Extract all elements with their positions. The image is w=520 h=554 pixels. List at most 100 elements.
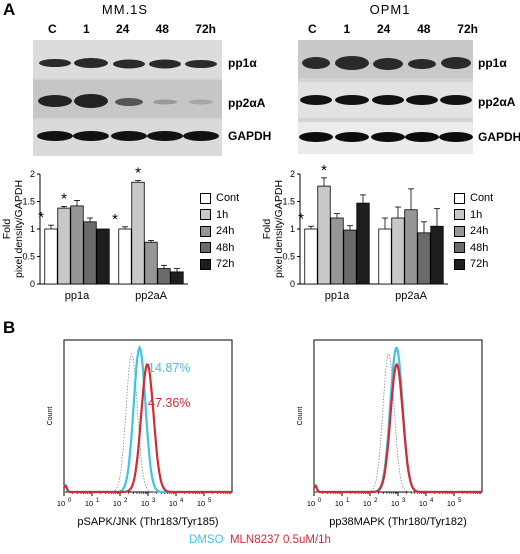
y-axis-label: pixel density/GAPDH	[13, 180, 25, 278]
significance-marker: *	[135, 165, 141, 182]
legend-entry: 48h	[200, 240, 239, 257]
x-tick-label: 10	[307, 499, 315, 508]
legend-swatch	[200, 225, 211, 237]
legend-swatch	[454, 225, 465, 237]
x-tick-exponent: 4	[180, 498, 184, 504]
x-tick-exponent: 0	[318, 498, 322, 504]
x-tick-exponent: 2	[374, 498, 378, 504]
y-axis-label: Fold	[261, 219, 273, 240]
lane-label: 48	[417, 22, 431, 36]
legend-entry: 72h	[454, 256, 493, 273]
right-band-label: pp1α	[478, 56, 507, 70]
x-tick-label: 10	[363, 499, 371, 508]
bar	[391, 217, 405, 285]
legend-swatch	[200, 242, 211, 254]
x-category-label: pp2aA	[395, 290, 427, 302]
lane-label: 24	[376, 22, 391, 36]
left-bar-chart: 0 0.5 1 1.5 2 Fold pixel density/GAPDH pp1a pp2a…	[1, 165, 188, 302]
lane-label: C	[308, 22, 317, 36]
left-band-label: pp2αA	[228, 96, 266, 110]
bar	[378, 228, 392, 285]
legend-entry: Cont	[200, 190, 239, 207]
x-tick-exponent: 5	[208, 498, 212, 504]
bar	[170, 271, 184, 285]
y-tick-label: 2	[30, 169, 35, 179]
legend-label: 48h	[470, 241, 489, 254]
percentage-annotation: 47.36%	[148, 396, 190, 410]
y-axis-label: Fold	[1, 219, 13, 240]
percentage-annotation: 14.87%	[148, 361, 190, 375]
plot-frame	[313, 339, 483, 493]
x-tick-exponent: 1	[96, 498, 100, 504]
bar	[118, 228, 132, 285]
legend-entry: 1h	[200, 207, 239, 224]
bar	[144, 241, 158, 285]
left-cell-line-title: MM.1S	[101, 2, 149, 17]
legend-swatch	[454, 242, 465, 254]
histogram-curve	[312, 362, 482, 494]
lane-label: 72h	[457, 22, 478, 36]
x-tick-label: 10	[447, 499, 455, 508]
y-tick-label: 1	[290, 224, 295, 234]
bar	[96, 228, 110, 285]
bar	[70, 205, 84, 285]
bar	[44, 228, 58, 285]
bar	[430, 225, 444, 285]
left-legend: Cont 1h 24h 48h 72h	[200, 190, 239, 273]
legend-label: 48h	[216, 241, 235, 254]
y-tick-label: 0.5	[282, 252, 295, 262]
left-blot-svg	[33, 40, 222, 156]
treatment-caption: DMSO MLN8237 0.5uM/1h	[0, 534, 520, 546]
right-blot-svg	[298, 40, 473, 154]
bar	[57, 207, 71, 285]
significance-marker: *	[321, 162, 327, 179]
x-tick-label: 10	[391, 499, 399, 508]
lane-label: C	[48, 22, 57, 36]
x-tick-label: 10	[85, 499, 93, 508]
right-bar-chart: 0 0.5 1 1.5 2 Fold pixel density/GAPDH pp1a pp2a…	[261, 162, 448, 302]
x-tick-exponent: 3	[402, 498, 406, 504]
y-tick-label: 2	[290, 169, 295, 179]
left-lane-labels: C 1 24 48 72h	[48, 22, 216, 36]
x-tick-label: 10	[197, 499, 205, 508]
legend-label: 24h	[216, 225, 235, 238]
significance-marker: *	[112, 211, 118, 228]
significance-marker: *	[298, 210, 304, 227]
y-axis-label: Count	[297, 407, 304, 426]
legend-swatch	[200, 258, 211, 270]
x-tick-label: 10	[113, 499, 121, 508]
lane-label: 1	[82, 22, 90, 36]
panel-label-b: B	[3, 318, 16, 337]
legend-swatch	[454, 192, 465, 204]
y-axis-label: Count	[47, 407, 54, 426]
legend-entry: 24h	[200, 223, 239, 240]
bar	[131, 181, 145, 285]
bar	[304, 228, 318, 285]
x-axis-label: pp38MAPK (Thr180/Tyr182)	[329, 516, 467, 528]
caption-mln: MLN8237 0.5uM/1h	[229, 534, 331, 546]
legend-entry: 72h	[200, 256, 239, 273]
legend-label: Cont	[216, 192, 240, 205]
x-category-label: pp2aA	[135, 290, 167, 302]
left-blot-image	[33, 40, 222, 156]
bar	[417, 232, 431, 285]
x-tick-exponent: 0	[68, 498, 72, 504]
x-tick-label: 10	[141, 499, 149, 508]
bar	[330, 217, 344, 285]
legend-swatch	[200, 209, 211, 221]
x-axis-label: pSAPK/JNK (Thr183/Tyr185)	[77, 516, 218, 528]
y-tick-label: 0	[30, 279, 35, 289]
legend-entry: 1h	[454, 207, 493, 224]
right-cell-line-title: OPM1	[369, 2, 411, 17]
bar	[343, 229, 357, 285]
legend-label: 24h	[470, 225, 489, 238]
legend-label: Cont	[470, 192, 494, 205]
left-band-label: pp1α	[228, 56, 257, 70]
x-category-label: pp1a	[325, 290, 350, 302]
x-tick-label: 10	[57, 499, 65, 508]
right-band-label: GAPDH	[478, 130, 520, 144]
right-lane-labels: C 1 24 48 72h	[308, 22, 478, 36]
significance-marker: *	[38, 209, 44, 226]
histogram-curve	[62, 363, 232, 494]
legend-label: 72h	[216, 258, 235, 271]
